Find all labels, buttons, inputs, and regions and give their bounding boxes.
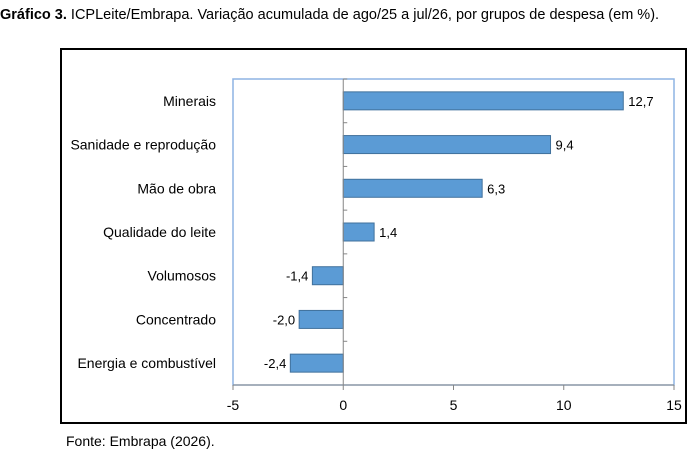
source-note: Fonte: Embrapa (2026). [66, 433, 215, 449]
bar [289, 353, 344, 373]
chart-frame: -5 0 5 10 15 Minerais 12,7 Sanidade e reproduçã… [60, 48, 687, 424]
category-label: Energia e combustível [77, 355, 216, 371]
bar [342, 135, 552, 155]
bar [311, 266, 344, 286]
caption-lead: Gráfico 3. [0, 7, 67, 23]
x-tick-label: 0 [339, 397, 347, 413]
data-label: 9,4 [556, 138, 574, 153]
data-label: 6,3 [487, 181, 505, 196]
category-label: Sanidade e reprodução [70, 137, 216, 153]
bar [342, 222, 375, 242]
x-tick-label: 10 [556, 397, 572, 413]
category-label: Minerais [163, 93, 216, 109]
plot-area-border [232, 78, 675, 386]
x-tick-label: 15 [666, 397, 682, 413]
data-label: -2,0 [273, 312, 295, 327]
category-label: Mão de obra [137, 180, 216, 196]
category-label: Volumosos [148, 268, 216, 284]
data-label: -2,4 [264, 356, 286, 371]
x-tick-label: 5 [450, 397, 458, 413]
figure-caption: Gráfico 3. ICPLeite/Embrapa. Variação ac… [0, 4, 694, 27]
bar [298, 309, 344, 329]
category-label: Concentrado [136, 311, 216, 327]
x-tick-label: -5 [227, 397, 240, 413]
bar-chart: -5 0 5 10 15 Minerais 12,7 Sanidade e reproduçã… [70, 78, 682, 413]
data-label: 1,4 [379, 225, 397, 240]
bar [342, 178, 483, 198]
data-label: 12,7 [628, 94, 653, 109]
bar [342, 91, 624, 111]
data-label: -1,4 [286, 269, 308, 284]
caption-text: ICPLeite/Embrapa. Variação acumulada de … [70, 7, 660, 23]
category-label: Qualidade do leite [103, 224, 216, 240]
